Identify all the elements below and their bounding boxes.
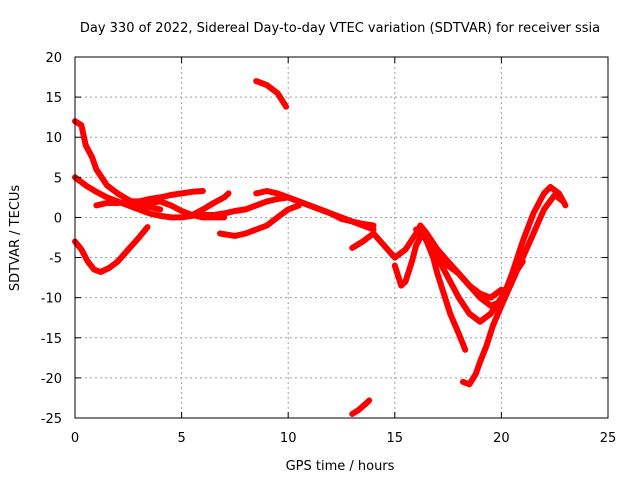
x-axis-label: GPS time / hours <box>286 459 395 474</box>
y-tick-label: 20 <box>45 51 62 66</box>
x-tick-label: 20 <box>493 431 510 446</box>
series-track-i <box>253 78 290 110</box>
y-tick-label: -5 <box>49 252 62 267</box>
y-tick-label: 0 <box>54 211 62 226</box>
series-track-f <box>189 190 232 218</box>
y-tick-label: -25 <box>41 412 62 427</box>
series-track-o <box>423 238 526 325</box>
chart-title: Day 330 of 2022, Sidereal Day-to-day VTE… <box>80 21 600 36</box>
x-tick-label: 0 <box>71 431 79 446</box>
y-tick-label: 10 <box>45 131 62 146</box>
data-series-group <box>72 78 569 417</box>
x-tick-label: 10 <box>280 431 297 446</box>
plot-frame <box>74 56 609 419</box>
y-tick-label: 15 <box>45 91 62 106</box>
series-track-g <box>217 202 302 239</box>
x-tick-label: 5 <box>177 431 185 446</box>
y-axis-label: SDTVAR / TECUs <box>8 185 23 292</box>
y-tick-label: -10 <box>41 292 62 307</box>
series-track-h <box>253 188 377 229</box>
x-tick-label: 15 <box>387 431 404 446</box>
x-tick-label: 25 <box>600 431 617 446</box>
y-tick-label: 5 <box>54 171 62 186</box>
y-tick-label: -15 <box>41 332 62 347</box>
axis-ticks: 0 5 10 15 20 25 -25 -20 -15 -10 -5 0 5 10 15 20 <box>41 51 617 446</box>
series-track-n <box>460 192 567 388</box>
y-tick-label: -20 <box>41 372 62 387</box>
series-track-d <box>93 188 206 209</box>
series-track-e <box>136 198 228 221</box>
series-track-c <box>72 224 151 275</box>
series-track-j <box>349 397 373 417</box>
